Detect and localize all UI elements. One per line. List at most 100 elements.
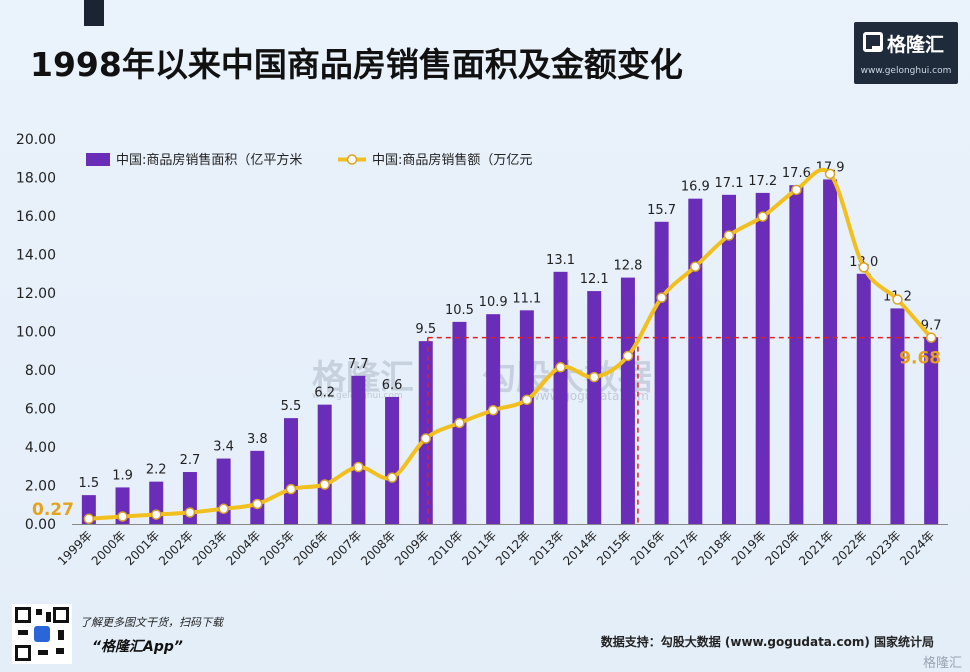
x-tick-label: 2020年	[763, 528, 803, 568]
sales-amount-point	[218, 503, 229, 515]
x-tick-label: 2024年	[897, 528, 937, 568]
chart-title: 1998年以来中国商品房销售面积及金额变化	[30, 45, 683, 84]
sales-amount-point	[757, 211, 768, 222]
bar	[216, 458, 231, 524]
x-tick-label: 2007年	[325, 528, 365, 568]
footer-download-hint: 了解更多图文干货，扫码下载	[80, 616, 223, 629]
data-source: 数据支持：勾股大数据 (www.gogudata.com) 国家统计局	[600, 635, 934, 649]
bar-value-label: 3.8	[247, 432, 268, 447]
bar-value-label: 11.1	[512, 291, 541, 306]
x-tick-label: 2021年	[796, 528, 836, 568]
bar-value-label: 12.1	[580, 272, 609, 287]
sales-amount-point	[117, 511, 128, 522]
bar	[553, 271, 568, 524]
x-tick-label: 2011年	[459, 528, 499, 568]
bar-value-label: 2.2	[146, 463, 167, 478]
x-tick-label: 2004年	[223, 528, 263, 568]
bar	[587, 291, 602, 524]
bar	[722, 194, 736, 524]
bar	[620, 277, 635, 524]
bar-value-label: 17.6	[782, 166, 811, 181]
sales-amount-point	[252, 498, 263, 510]
x-tick-label: 2013年	[527, 528, 567, 568]
y-tick-label: 6.00	[25, 402, 56, 418]
y-tick-label: 8.00	[25, 363, 56, 379]
bar-value-label: 10.5	[445, 303, 474, 318]
y-tick-label: 2.00	[25, 479, 56, 495]
bar	[890, 308, 905, 524]
sales-amount-point	[487, 404, 499, 416]
sales-amount-point	[824, 168, 836, 180]
gelonghui-logo: 格隆汇 www.gelonghui.com	[854, 22, 958, 84]
footer-logo: 格隆汇	[922, 656, 962, 671]
x-tick-label: 1999年	[55, 528, 95, 568]
logo-g-icon	[863, 32, 883, 52]
sales-amount-point	[83, 513, 95, 525]
bar-value-label: 6.6	[382, 378, 403, 393]
bar-value-label: 9.5	[415, 322, 436, 337]
y-tick-label: 16.00	[16, 209, 56, 225]
x-tick-label: 2009年	[392, 528, 432, 568]
x-tick-label: 2015年	[594, 528, 634, 568]
bar-value-label: 5.5	[281, 399, 302, 414]
bar	[654, 221, 669, 524]
sales-amount-point	[386, 472, 398, 483]
bar-value-label: 7.7	[348, 357, 369, 372]
bar-value-label: 3.4	[213, 440, 234, 455]
x-tick-label: 2016年	[628, 528, 668, 568]
sales-amount-point	[791, 184, 802, 196]
bar-value-label: 12.8	[613, 259, 642, 274]
corner-tab	[84, 0, 104, 26]
bar-value-label: 1.5	[79, 476, 100, 491]
x-tick-label: 2017年	[661, 528, 701, 568]
y-tick-label: 14.00	[16, 248, 56, 264]
sales-amount-point	[150, 509, 162, 520]
bar-value-label: 15.7	[647, 203, 676, 218]
bar-value-label: 6.2	[314, 386, 335, 401]
sales-amount-point	[353, 461, 364, 473]
sales-amount-point	[521, 394, 533, 406]
bar	[486, 314, 501, 524]
legend-label-area: 中国:商品房销售面积（亿平方米	[116, 152, 302, 168]
qr-code-icon[interactable]	[12, 604, 72, 664]
sales-amount-point	[420, 433, 432, 444]
bar	[755, 192, 770, 524]
sales-amount-point	[925, 332, 937, 343]
y-tick-label: 12.00	[16, 286, 56, 302]
sales-amount-point	[319, 479, 330, 490]
bar	[688, 198, 703, 525]
sales-amount-point	[723, 230, 735, 241]
bar	[823, 179, 838, 525]
sales-amount-point	[656, 292, 667, 303]
x-tick-label: 2014年	[560, 528, 600, 568]
x-tick-label: 2018年	[695, 528, 735, 568]
sales-amount-point	[892, 294, 903, 305]
x-tick-label: 2010年	[426, 528, 466, 568]
x-tick-label: 2003年	[190, 528, 230, 568]
bar	[856, 273, 871, 524]
sales-amount-point	[858, 262, 870, 273]
logo-name: 格隆汇	[887, 34, 945, 56]
app-logo-icon	[34, 626, 50, 642]
bar-value-label: 1.9	[112, 468, 133, 483]
legend-swatch-area	[86, 153, 110, 166]
first-value-callout: 0.27	[32, 500, 74, 520]
x-tick-label: 2002年	[156, 528, 196, 568]
bar	[519, 310, 534, 524]
y-tick-label: 0.00	[25, 517, 56, 533]
legend-marker-amount	[346, 154, 358, 165]
logo-url: www.gelonghui.com	[860, 66, 952, 76]
bar	[250, 450, 265, 524]
y-tick-label: 4.00	[25, 440, 56, 456]
y-tick-label: 20.00	[16, 132, 56, 148]
bar	[317, 404, 332, 524]
sales-amount-point	[555, 362, 566, 373]
bar-value-label: 2.7	[180, 453, 201, 468]
bar	[418, 341, 433, 524]
y-tick-label: 10.00	[16, 325, 56, 341]
bar	[385, 396, 400, 524]
x-tick-label: 2008年	[358, 528, 398, 568]
x-tick-label: 2019年	[729, 528, 769, 568]
sales-amount-point	[454, 417, 465, 429]
